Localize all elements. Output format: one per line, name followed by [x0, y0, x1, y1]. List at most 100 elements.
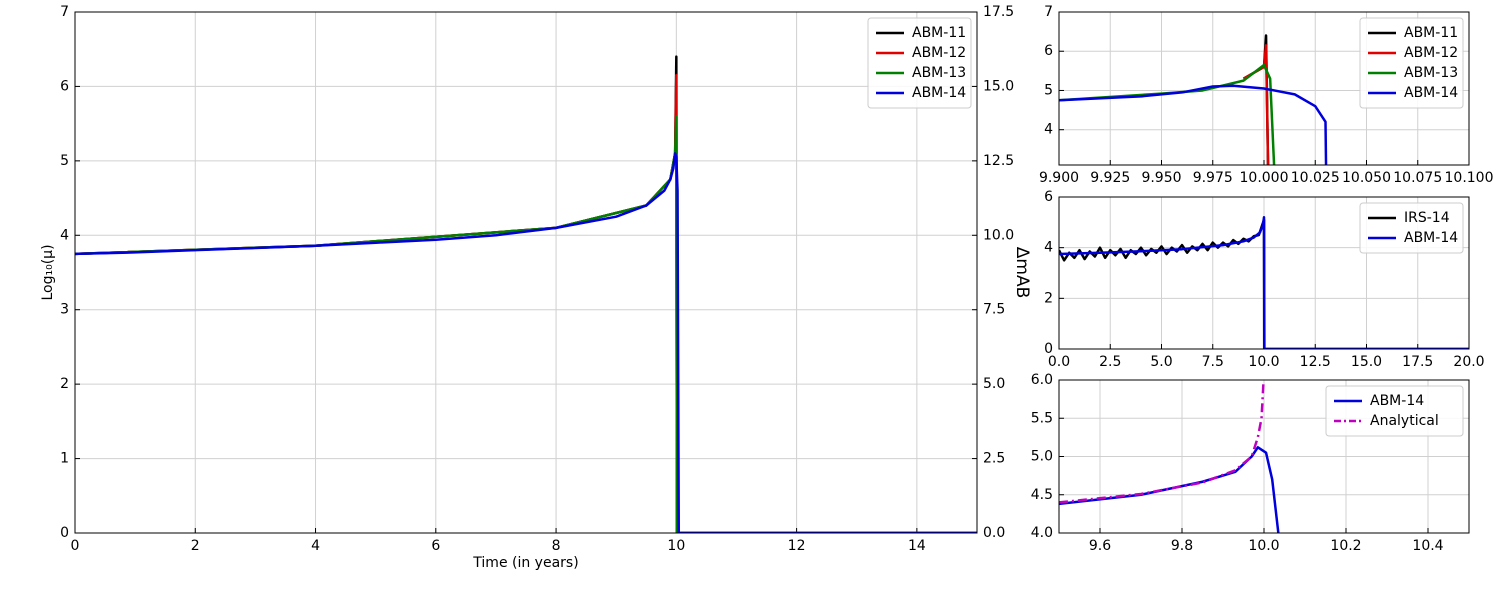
- x-tick-label: 10.100: [1445, 170, 1494, 186]
- x-tick-label: 8: [552, 538, 561, 554]
- x-tick-label: 9.6: [1089, 538, 1111, 554]
- axes-frame: [74, 11, 978, 534]
- x-tick-label: 2: [191, 538, 200, 554]
- y-tick-label: 1: [60, 451, 69, 467]
- x-tick-label: 10.0: [1248, 538, 1279, 554]
- y2-tick-label: 0.0: [983, 525, 1005, 541]
- subplot: 9.6 9.8 10.0 10.2 10.44.04.55.05.56.0ABM-14A…: [1031, 372, 1470, 554]
- legend-label: IRS-14: [1404, 210, 1450, 226]
- y-tick-label: 6: [60, 78, 69, 94]
- y2-tick-label: 5.0: [983, 376, 1005, 392]
- legend: ABM-11 ABM-12 ABM-13 ABM-14: [867, 17, 972, 109]
- legend-label: ABM-14: [1404, 230, 1458, 246]
- y-tick-label: 2: [60, 376, 69, 392]
- legend-label: ABM-14: [1370, 393, 1424, 409]
- y-tick-label: 7: [60, 4, 69, 20]
- axes-frame: [1058, 11, 1470, 166]
- y2-tick-label: 10.0: [983, 227, 1014, 243]
- x-tick-label: 12.5: [1300, 354, 1331, 370]
- y-tick-label: 5.0: [1031, 449, 1053, 465]
- x-tick-label: 10.075: [1393, 170, 1442, 186]
- series-line: [1059, 380, 1265, 504]
- series-line: [1059, 84, 1328, 165]
- series-line: [75, 74, 977, 533]
- x-tick-label: 15.0: [1351, 354, 1382, 370]
- x-tick-label: 14: [908, 538, 926, 554]
- x-tick-label: 10.4: [1412, 538, 1443, 554]
- legend-box: [1359, 17, 1464, 109]
- x-tick-label: 9.975: [1193, 170, 1233, 186]
- legend-box: [1359, 202, 1464, 254]
- y-tick-label: 6.0: [1031, 372, 1053, 388]
- x-tick-label: 7.5: [1202, 354, 1224, 370]
- legend-box: [1325, 385, 1464, 437]
- legend-label: ABM-14: [1404, 85, 1458, 101]
- y-tick-label: 0: [1044, 341, 1053, 357]
- x-tick-label: 9.950: [1141, 170, 1181, 186]
- y-tick-label: 3: [60, 302, 69, 318]
- legend: IRS-14 ABM-14: [1359, 202, 1464, 254]
- x-tick-label: 12: [788, 538, 806, 554]
- legend: ABM-11 ABM-12 ABM-13 ABM-14: [1359, 17, 1464, 109]
- x-tick-label: 9.925: [1090, 170, 1130, 186]
- y-tick-label: 4.5: [1031, 487, 1053, 503]
- x-tick-label: 10: [667, 538, 685, 554]
- legend-label: ABM-12: [1404, 45, 1458, 61]
- series-line: [1059, 218, 1469, 349]
- legend-label: ABM-11: [912, 25, 966, 41]
- y-tick-label: 6: [1044, 189, 1053, 205]
- y-axis-label: Log₁₀(μ): [40, 244, 56, 300]
- x-tick-label: 2.5: [1099, 354, 1121, 370]
- y-tick-label: 2: [1044, 290, 1053, 306]
- y-tick-label: 4.0: [1031, 525, 1053, 541]
- y2-axis-label: ΔmAB: [1012, 247, 1032, 298]
- series-line: [75, 55, 977, 533]
- y-tick-label: 4: [1044, 240, 1053, 256]
- x-tick-label: 10.0: [1248, 354, 1279, 370]
- x-tick-label: 9.900: [1039, 170, 1079, 186]
- series-line: [75, 152, 977, 533]
- axes-frame: [1058, 379, 1470, 534]
- legend-box: [867, 17, 972, 109]
- x-tick-label: 10.050: [1342, 170, 1391, 186]
- legend-label: ABM-13: [1404, 65, 1458, 81]
- x-tick-label: 20.0: [1453, 354, 1484, 370]
- x-tick-label: 4: [311, 538, 320, 554]
- y-tick-label: 0: [60, 525, 69, 541]
- legend-label: Analytical: [1370, 413, 1439, 429]
- legend-label: ABM-12: [912, 45, 966, 61]
- series-line: [75, 114, 977, 533]
- subplot: 9.900 9.925 9.950 9.975 10.000 10.025 10.050 10…: [1039, 4, 1494, 186]
- legend-label: ABM-13: [912, 65, 966, 81]
- y2-tick-label: 12.5: [983, 153, 1014, 169]
- y-tick-label: 7: [1044, 4, 1053, 20]
- y2-tick-label: 2.5: [983, 451, 1005, 467]
- subplot: 0 2 4 6 8 10 12 14012345670.02.55.07.510.012.51…: [40, 4, 1032, 571]
- x-axis-label: Time (in years): [472, 555, 578, 571]
- legend: ABM-14 Analytical: [1325, 385, 1464, 437]
- y-tick-label: 4: [1044, 122, 1053, 138]
- y-tick-label: 4: [60, 227, 69, 243]
- x-tick-label: 0: [71, 538, 80, 554]
- y2-tick-label: 7.5: [983, 302, 1005, 318]
- x-tick-label: 9.8: [1171, 538, 1193, 554]
- axes-frame: [1058, 196, 1470, 350]
- series-line: [1242, 44, 1270, 165]
- subplot: 0.0 2.5 5.0 7.5 10.0 12.5 15.0 17.5 20.0 0 2 4 6 IRS-…: [1044, 189, 1485, 370]
- y-tick-label: 5: [60, 153, 69, 169]
- y-tick-label: 6: [1044, 43, 1053, 59]
- y2-tick-label: 17.5: [983, 4, 1014, 20]
- y-tick-label: 5.5: [1031, 410, 1053, 426]
- y-tick-label: 5: [1044, 82, 1053, 98]
- legend-label: ABM-14: [912, 85, 966, 101]
- x-tick-label: 5.0: [1150, 354, 1172, 370]
- x-tick-label: 10.025: [1291, 170, 1340, 186]
- x-tick-label: 10.000: [1240, 170, 1289, 186]
- x-tick-label: 10.2: [1330, 538, 1361, 554]
- x-tick-label: 6: [431, 538, 440, 554]
- x-tick-label: 17.5: [1402, 354, 1433, 370]
- x-tick-label: 0.0: [1048, 354, 1070, 370]
- y2-tick-label: 15.0: [983, 78, 1014, 94]
- series-line: [1059, 216, 1469, 349]
